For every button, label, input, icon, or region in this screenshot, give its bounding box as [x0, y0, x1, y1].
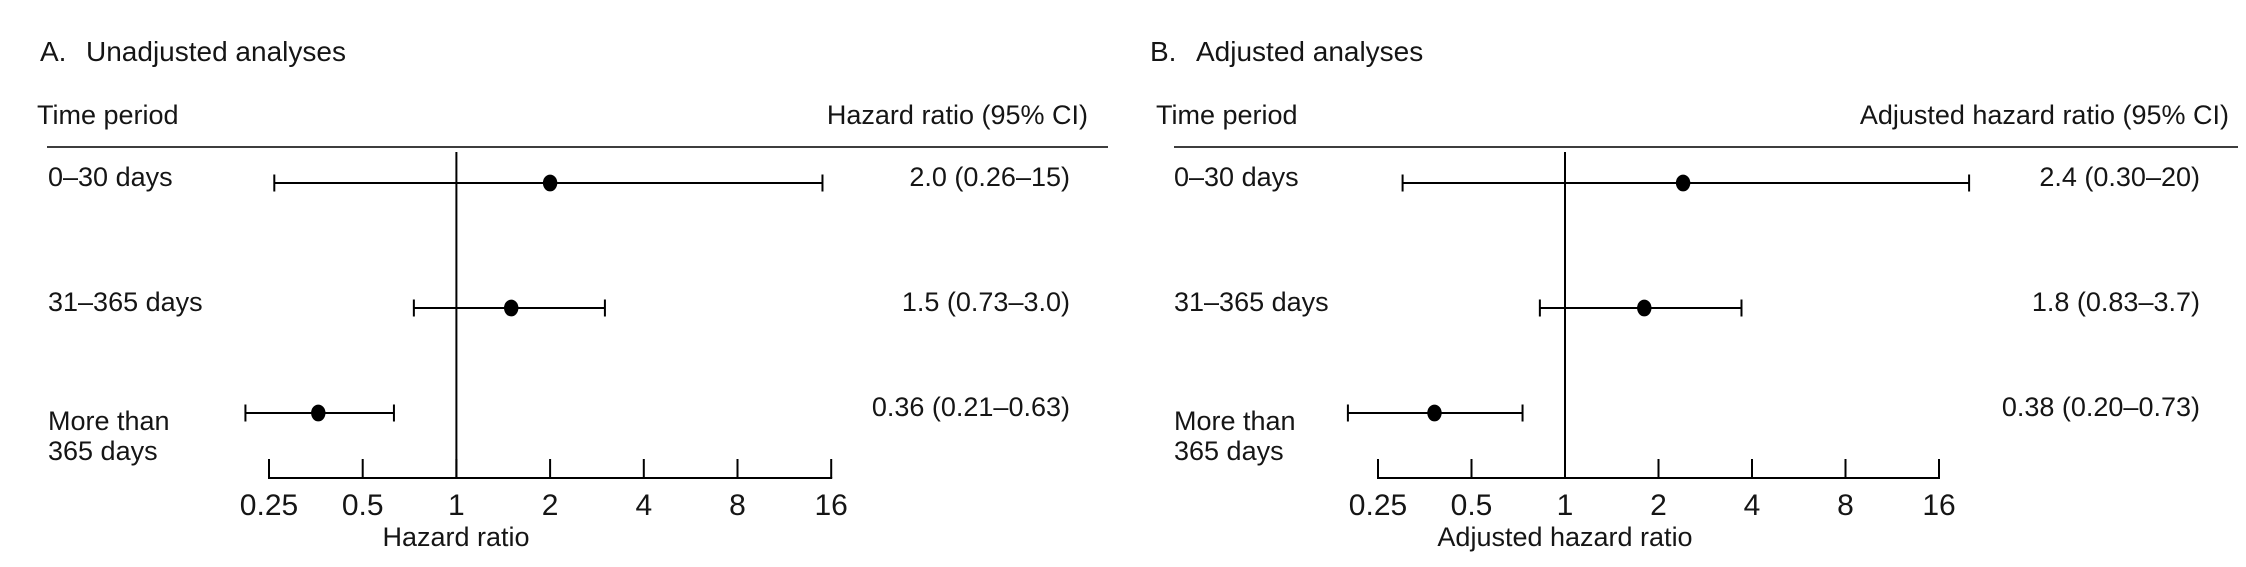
panel-a-column-header-time-period: Time period	[37, 100, 179, 130]
x-axis-tick-label: 0.25	[1348, 489, 1408, 522]
panel-b-column-header-time-period: Time period	[1156, 100, 1298, 130]
panel-a-letter: A.	[40, 36, 67, 67]
x-axis-tick-label: 4	[1743, 489, 1761, 522]
panel-a-title-text: Unadjusted analyses	[86, 36, 346, 67]
panel-b-letter: B.	[1150, 36, 1177, 67]
row-label: 31–365 days	[1174, 287, 1329, 317]
x-axis-tick-label: 0.5	[1450, 489, 1493, 522]
point-estimate	[542, 174, 558, 192]
panel-a-title: A. Unadjusted analyses	[40, 36, 346, 68]
row-label: 0–30 days	[48, 162, 173, 192]
x-axis-tick-label: 4	[635, 489, 653, 522]
point-estimate	[311, 404, 326, 422]
row-label: More than 365 days	[48, 406, 170, 466]
row-estimate-text: 0.38 (0.20–0.73)	[2001, 392, 2200, 422]
panel-a-x-axis-title: Hazard ratio	[382, 522, 530, 552]
x-axis-tick-label: 8	[1837, 489, 1854, 522]
x-axis-tick-label: 1	[448, 489, 465, 522]
point-estimate	[1427, 404, 1442, 422]
row-estimate-text: 2.4 (0.30–20)	[2039, 162, 2200, 192]
panel-a-header-rule	[47, 146, 1108, 148]
row-label: More than 365 days	[1174, 406, 1296, 466]
point-estimate	[1637, 299, 1652, 317]
panel-b-header-rule	[1174, 146, 2238, 148]
row-estimate-text: 1.5 (0.73–3.0)	[901, 287, 1070, 317]
x-axis-tick-label: 8	[729, 489, 746, 522]
row-estimate-text: 0.36 (0.21–0.63)	[871, 392, 1070, 422]
x-axis-tick-label: 2	[541, 489, 559, 522]
x-axis-tick-label: 16	[1922, 489, 1956, 522]
row-label: 0–30 days	[1174, 162, 1299, 192]
row-label: 31–365 days	[48, 287, 203, 317]
x-axis-tick-label: 1	[1556, 489, 1574, 522]
panel-a-column-header-hazard-ratio: Hazard ratio (95% CI)	[826, 100, 1088, 130]
x-axis-tick-label: 16	[814, 489, 848, 522]
panel-b-x-axis-title: Adjusted hazard ratio	[1437, 522, 1693, 552]
panel-b-column-header-adjusted-hazard-ratio: Adjusted hazard ratio (95% CI)	[1859, 100, 2229, 130]
panel-b-title: B. Adjusted analyses	[1150, 36, 1423, 68]
point-estimate	[504, 299, 519, 317]
x-axis-tick-label: 0.25	[239, 489, 299, 522]
point-estimate	[1675, 174, 1691, 192]
x-axis-tick-label: 0.5	[341, 489, 384, 522]
x-axis-tick-label: 2	[1650, 489, 1667, 522]
panel-b-title-text: Adjusted analyses	[1196, 36, 1424, 67]
row-estimate-text: 1.8 (0.83–3.7)	[2031, 287, 2200, 317]
row-estimate-text: 2.0 (0.26–15)	[909, 162, 1070, 192]
